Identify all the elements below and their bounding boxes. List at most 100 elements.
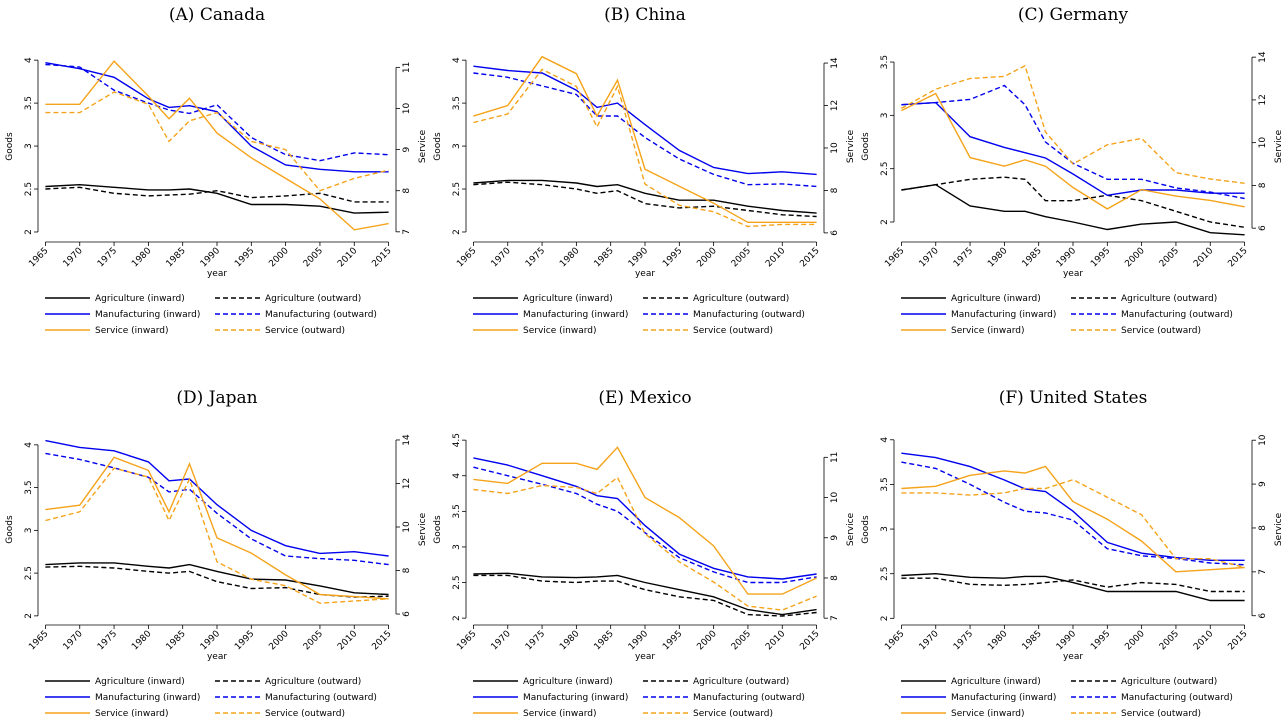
- series-line: [901, 92, 1245, 210]
- x-tick-label: 2015: [370, 246, 393, 269]
- x-tick-label: 1990: [627, 246, 650, 269]
- y2-tick-label: 9: [402, 146, 412, 152]
- x-tick-label: 1995: [233, 629, 256, 652]
- x-tick-label: 1975: [96, 246, 119, 269]
- y2-tick-label: 14: [1258, 51, 1268, 63]
- x-tick-label: 1975: [524, 246, 547, 269]
- legend-label: Service (inward): [95, 326, 168, 336]
- y2-tick-label: 10: [1258, 434, 1268, 446]
- y2-tick-label: 10: [1258, 137, 1268, 149]
- x-tick-label: 2015: [798, 629, 821, 652]
- y2-tick-label: 7: [402, 229, 412, 235]
- series-line: [473, 65, 817, 176]
- x-tick-label: 1965: [455, 246, 478, 269]
- x-axis-label: year: [1063, 269, 1083, 279]
- series-line: [473, 457, 817, 580]
- series-line: [473, 572, 817, 616]
- x-tick-label: 1965: [883, 246, 906, 269]
- legend-label: Service (outward): [1121, 709, 1201, 719]
- series-line: [45, 467, 389, 604]
- x-tick-label: 1985: [165, 629, 188, 652]
- legend-label: Service (inward): [951, 326, 1024, 336]
- y-tick-label: 4: [24, 57, 34, 63]
- x-tick-label: 2010: [764, 246, 787, 269]
- legend-label: Manufacturing (inward): [95, 310, 200, 320]
- legend-label: Manufacturing (outward): [265, 310, 377, 320]
- x-tick-label: 1970: [62, 246, 85, 269]
- legend-label: Manufacturing (outward): [1121, 310, 1233, 320]
- x-tick-label: 2005: [1158, 246, 1181, 269]
- x-tick-label: 1980: [558, 246, 581, 269]
- legend-label: Manufacturing (outward): [693, 693, 805, 703]
- series-line: [45, 452, 389, 566]
- x-tick-label: 2015: [370, 629, 393, 652]
- y2-tick-label: 10: [830, 142, 840, 154]
- panel-title: (F) United States: [999, 388, 1148, 408]
- y-tick-label: 4: [452, 57, 462, 63]
- legend-label: Service (outward): [693, 709, 773, 719]
- x-tick-label: 2010: [1192, 246, 1215, 269]
- legend-label: Manufacturing (outward): [693, 310, 805, 320]
- y2-axis-label: Service: [418, 129, 428, 163]
- x-tick-label: 2005: [730, 629, 753, 652]
- y2-tick-label: 9: [830, 535, 840, 541]
- x-tick-label: 1990: [1055, 629, 1078, 652]
- y2-axis-label: Service: [846, 512, 856, 546]
- y-axis-label: Goods: [5, 515, 15, 544]
- series-line: [901, 64, 1245, 184]
- legend-label: Agriculture (inward): [951, 677, 1041, 687]
- series-line: [901, 101, 1245, 197]
- y-tick-label: 4: [24, 442, 34, 448]
- y-tick-label: 3: [452, 544, 462, 550]
- x-tick-label: 2005: [1158, 629, 1181, 652]
- series-line: [473, 476, 817, 611]
- legend-label: Agriculture (inward): [951, 294, 1041, 304]
- x-tick-label: 1980: [986, 246, 1009, 269]
- y-axis-label: Goods: [5, 132, 15, 161]
- legend-label: Manufacturing (inward): [951, 310, 1056, 320]
- y2-tick-label: 12: [1258, 94, 1268, 105]
- series-line: [473, 68, 817, 228]
- x-tick-label: 1975: [952, 246, 975, 269]
- legend-label: Service (outward): [265, 326, 345, 336]
- legend-label: Agriculture (outward): [1121, 677, 1217, 687]
- x-tick-label: 1990: [199, 246, 222, 269]
- y-tick-label: 2.5: [880, 162, 890, 176]
- x-tick-label: 1975: [952, 629, 975, 652]
- x-tick-label: 2015: [798, 246, 821, 269]
- series-line: [901, 84, 1245, 200]
- legend-label: Manufacturing (inward): [95, 693, 200, 703]
- x-tick-label: 1985: [593, 629, 616, 652]
- y2-tick-label: 10: [402, 102, 412, 114]
- series-line: [45, 562, 389, 596]
- y-tick-label: 3: [880, 112, 890, 118]
- x-tick-label: 1970: [62, 629, 85, 652]
- series-line: [473, 181, 817, 218]
- legend-label: Agriculture (inward): [523, 677, 613, 687]
- series-line: [473, 179, 817, 214]
- x-tick-label: 1975: [96, 629, 119, 652]
- x-tick-label: 1990: [627, 629, 650, 652]
- series-line: [473, 574, 817, 617]
- x-tick-label: 1975: [524, 629, 547, 652]
- y-tick-label: 2.5: [452, 575, 462, 589]
- y-tick-label: 3.5: [452, 96, 462, 110]
- legend-label: Agriculture (outward): [1121, 294, 1217, 304]
- y2-tick-label: 9: [1258, 481, 1268, 487]
- series-line: [45, 63, 389, 162]
- x-tick-label: 1990: [199, 629, 222, 652]
- legend-label: Manufacturing (inward): [951, 693, 1056, 703]
- legend-label: Agriculture (inward): [523, 294, 613, 304]
- y2-tick-label: 6: [1258, 225, 1268, 231]
- y-tick-label: 4: [880, 437, 890, 443]
- y2-axis-label: Service: [1274, 129, 1284, 163]
- y-tick-label: 2.5: [880, 567, 890, 581]
- y-tick-label: 2.5: [24, 182, 34, 196]
- series-line: [45, 91, 389, 192]
- legend-label: Service (inward): [951, 709, 1024, 719]
- y-axis-label: Goods: [861, 132, 871, 161]
- legend-label: Manufacturing (outward): [1121, 693, 1233, 703]
- x-tick-label: 1965: [27, 246, 50, 269]
- y-tick-label: 3.5: [452, 504, 462, 518]
- x-tick-label: 2000: [267, 629, 290, 652]
